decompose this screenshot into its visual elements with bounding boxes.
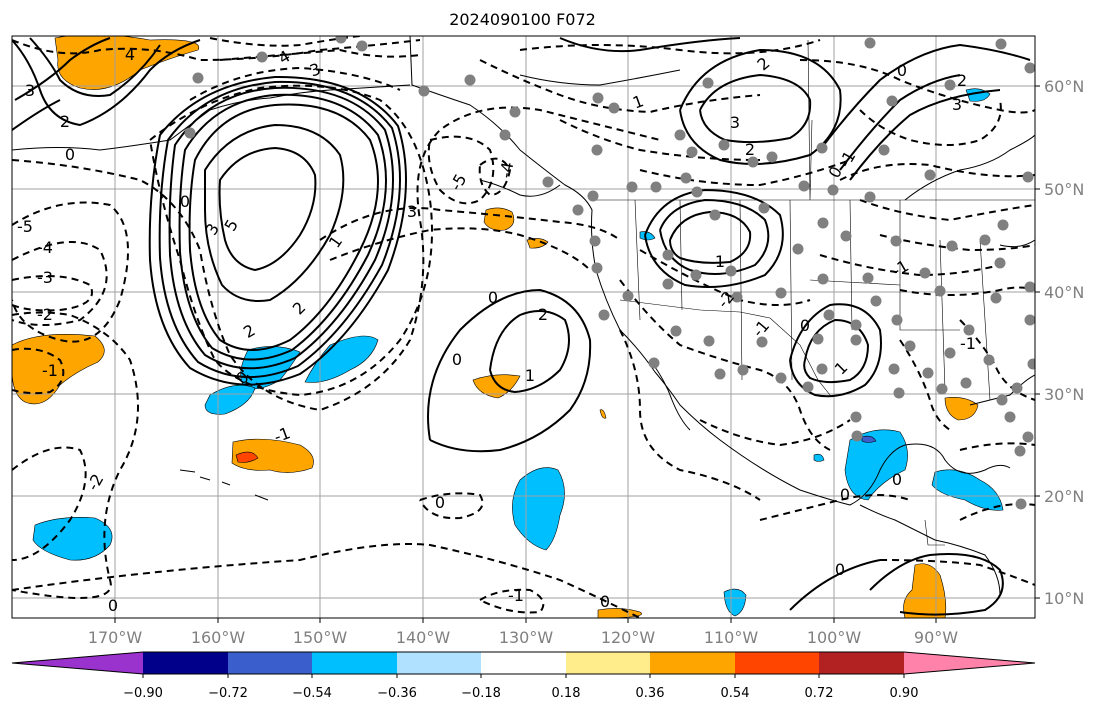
negative-anomaly-region	[235, 451, 259, 463]
contour-label: 0	[435, 493, 445, 512]
axis-ticks	[114, 85, 1040, 623]
colorbar-segment	[819, 652, 904, 674]
contour-label: -1	[271, 423, 292, 446]
positive-anomaly-region	[483, 207, 515, 231]
positive-anomaly-region	[231, 438, 314, 473]
contour-label: -1	[42, 361, 58, 380]
negative-anomaly-region	[32, 517, 113, 561]
coastlines	[12, 36, 1035, 596]
contour-label: 0	[108, 596, 118, 615]
colorbar-tick-label: 0.54	[721, 686, 750, 701]
colorbar-extend-high	[904, 652, 1035, 674]
contour-label: 0	[800, 316, 810, 335]
negative-anomaly-region	[723, 588, 747, 617]
colorbar-segment	[481, 652, 566, 674]
contour-label: 4	[125, 45, 135, 64]
colorbar-segment	[397, 652, 481, 674]
contour-label: 0	[835, 560, 845, 579]
longitude-label: 150°W	[293, 628, 348, 647]
colorbar-tick-label: −0.18	[461, 686, 501, 701]
contour-label: -4	[37, 238, 53, 257]
positive-anomaly-region	[472, 374, 521, 399]
colorbar: −0.90 −0.72 −0.54 −0.36 −0.18 0.18 0.36 …	[11, 651, 1036, 701]
positive-anomaly-region	[903, 563, 947, 618]
colorbar-segment	[566, 652, 650, 674]
colorbar-segment	[143, 652, 228, 674]
solid-contours	[12, 37, 1031, 616]
contour-label: -3	[37, 268, 53, 287]
longitude-label: 90°W	[914, 628, 958, 647]
contour-label: 3	[407, 202, 417, 221]
longitude-label: 100°W	[807, 628, 862, 647]
negative-anomaly-region	[304, 335, 379, 383]
contour-label: 0	[452, 350, 462, 369]
colorbar-tick-label: −0.36	[377, 686, 417, 701]
contour-label: -5	[17, 217, 33, 236]
positive-anomaly-region	[599, 409, 607, 419]
contour-label: -1	[960, 334, 976, 353]
colorbar-segment	[312, 652, 397, 674]
latitude-label: 20°N	[1044, 487, 1084, 506]
colorbar-tick-labels: −0.90 −0.72 −0.54 −0.36 −0.18 0.18 0.36 …	[123, 686, 918, 701]
latitude-label: 30°N	[1044, 385, 1084, 404]
contour-label: 2	[745, 140, 755, 159]
longitude-label: 130°W	[499, 628, 554, 647]
contour-label: 0	[600, 592, 610, 611]
latitude-label: 60°N	[1044, 77, 1084, 96]
colorbar-segment	[650, 652, 735, 674]
contour-label: 3	[730, 113, 740, 132]
contour-label: 1	[525, 366, 535, 385]
contour-label: 0	[180, 192, 190, 211]
longitude-label: 140°W	[396, 628, 451, 647]
shaded-anomaly-regions	[12, 36, 1004, 618]
map-frame	[11, 35, 1036, 619]
contour-label: -4	[496, 161, 517, 180]
contour-label: 3	[25, 81, 35, 100]
contour-label: 0	[488, 288, 498, 307]
positive-anomaly-region	[944, 397, 979, 421]
contour-label: 2	[60, 112, 70, 131]
negative-anomaly-region	[861, 435, 877, 443]
colorbar-segment	[735, 652, 819, 674]
positive-anomaly-region	[526, 238, 549, 249]
station-markers	[184, 36, 1035, 510]
contour-label: 1	[715, 252, 725, 271]
latitude-label: 40°N	[1044, 283, 1084, 302]
colorbar-tick-label: −0.90	[123, 686, 163, 701]
colorbar-tick-label: −0.72	[208, 686, 248, 701]
colorbar-extend-low	[12, 652, 143, 674]
map-title: 2024090100 F072	[449, 10, 596, 29]
contour-label: 0	[892, 470, 902, 489]
colorbar-tick-label: 0.36	[636, 686, 665, 701]
longitude-label: 110°W	[704, 628, 759, 647]
colorbar-tick-label: 0.18	[552, 686, 581, 701]
contour-label: -1	[508, 586, 524, 605]
contour-label: 0	[840, 485, 850, 504]
latitude-label: 50°N	[1044, 180, 1084, 199]
map-panel: 4 3 5 3 1 2 2 3 0 0 -1 0 2 4 3 -5 -4 -3 …	[12, 36, 1035, 618]
contour-label: 0	[897, 61, 907, 80]
longitude-label: 120°W	[601, 628, 656, 647]
contour-label: -2	[37, 305, 53, 324]
negative-anomaly-region	[512, 467, 565, 551]
colorbar-tick-label: −0.54	[292, 686, 332, 701]
latitude-label: 10°N	[1044, 589, 1084, 608]
colorbar-tick-label: 0.72	[805, 686, 834, 701]
longitude-labels: 170°W 160°W 150°W 140°W 130°W 120°W 110°…	[88, 628, 958, 647]
colorbar-tick-label: 0.90	[890, 686, 919, 701]
positive-anomaly-region	[12, 333, 105, 405]
colorbar-segment	[228, 652, 312, 674]
contour-label: 0	[65, 145, 75, 164]
negative-anomaly-region	[844, 429, 908, 501]
negative-anomaly-region	[813, 453, 825, 462]
longitude-label: 170°W	[88, 628, 143, 647]
longitude-label: 160°W	[191, 628, 246, 647]
latitude-labels: 60°N 50°N 40°N 30°N 20°N 10°N	[1044, 77, 1084, 608]
contour-label: 2	[957, 71, 967, 90]
contour-label: 2	[538, 305, 548, 324]
contour-label: 3	[952, 95, 962, 114]
